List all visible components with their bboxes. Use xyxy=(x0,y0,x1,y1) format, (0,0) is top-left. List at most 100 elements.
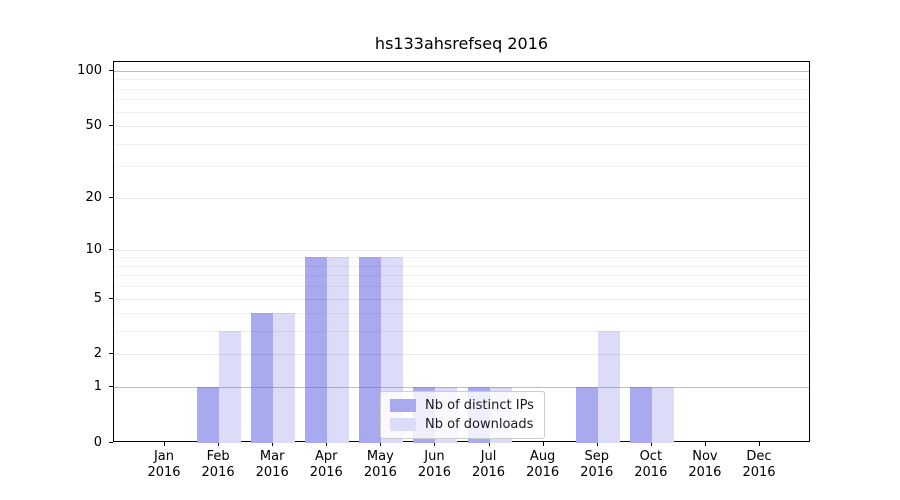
x-tick-label-line: 2016 xyxy=(417,465,451,480)
y-tick-label: 1 xyxy=(93,379,102,395)
x-axis-tick xyxy=(164,442,165,446)
gridline-y-1 xyxy=(114,387,809,389)
gridline-y-8 xyxy=(114,265,809,267)
x-tick-label: Jul 2016 xyxy=(459,449,519,481)
gridline-y-60 xyxy=(114,111,809,113)
x-tick-label: Sep 2016 xyxy=(567,449,627,481)
gridline-y-20 xyxy=(114,197,809,199)
y-axis-tick xyxy=(109,353,113,355)
gridline-y-9 xyxy=(114,257,809,259)
x-axis-tick xyxy=(759,442,760,446)
y-axis-tick xyxy=(109,442,113,443)
bar-distinct-ips xyxy=(359,257,382,443)
x-axis-tick xyxy=(218,442,220,446)
legend: Nb of distinct IPs Nb of downloads xyxy=(380,391,545,439)
gridline-y-80 xyxy=(114,88,809,90)
x-tick-label-line: May xyxy=(366,449,394,464)
bar-distinct-ips xyxy=(197,387,220,443)
bar-downloads xyxy=(597,331,620,443)
x-tick-label: Apr 2016 xyxy=(296,449,356,481)
x-tick-label-line: 2016 xyxy=(255,465,289,480)
x-tick-label: Jan 2016 xyxy=(134,449,194,481)
x-tick-label: May 2016 xyxy=(350,449,410,481)
legend-swatch-distinct-ips xyxy=(390,399,416,412)
y-tick-label: 2 xyxy=(93,346,102,362)
x-tick-label-line: 2016 xyxy=(526,465,560,480)
x-axis-tick xyxy=(272,442,274,446)
y-tick-label: 5 xyxy=(93,290,102,306)
x-tick-label: Oct 2016 xyxy=(621,449,681,481)
bar-downloads xyxy=(327,257,350,443)
x-tick-label-line: Aug xyxy=(529,449,556,464)
x-tick-label-line: Dec xyxy=(746,449,772,464)
x-tick-label: Feb 2016 xyxy=(188,449,248,481)
x-tick-label-line: Sep xyxy=(584,449,609,464)
x-tick-label-line: Jun xyxy=(424,449,445,464)
legend-row: Nb of distinct IPs xyxy=(390,398,534,413)
x-tick-label-line: Nov xyxy=(692,449,718,464)
gridline-y-30 xyxy=(114,166,809,168)
bar-downloads xyxy=(273,313,296,443)
x-tick-label-line: Jul xyxy=(480,449,497,464)
chart-title: hs133ahsrefseq 2016 xyxy=(374,34,549,53)
gridline-y-2 xyxy=(114,354,809,356)
gridline-y-100 xyxy=(114,71,809,73)
bar-distinct-ips xyxy=(575,387,598,443)
gridline-y-5 xyxy=(114,298,809,300)
legend-label: Nb of distinct IPs xyxy=(425,398,534,413)
gridline-y-10 xyxy=(114,249,809,251)
x-tick-label-line: 2016 xyxy=(688,465,722,480)
x-tick-label-line: 2016 xyxy=(471,465,506,480)
x-tick-label: Dec 2016 xyxy=(729,449,789,481)
x-axis-tick xyxy=(542,442,544,446)
gridline-y-90 xyxy=(114,79,809,81)
x-tick-label-line: 2016 xyxy=(634,465,668,480)
y-tick-label: 100 xyxy=(77,63,102,79)
x-tick-label-line: Feb xyxy=(206,449,230,464)
x-tick-label-line: 2016 xyxy=(363,465,397,480)
x-axis-tick xyxy=(488,442,490,446)
y-axis-tick xyxy=(109,70,113,72)
y-axis-tick xyxy=(109,125,113,127)
x-tick-label-line: 2016 xyxy=(309,465,343,480)
x-tick-label: Mar 2016 xyxy=(242,449,302,481)
y-tick-label: 20 xyxy=(85,189,102,205)
gridline-y-7 xyxy=(114,275,809,277)
x-tick-label: Aug 2016 xyxy=(513,449,573,481)
x-axis-tick xyxy=(434,442,436,446)
y-tick-label: 10 xyxy=(85,241,102,257)
gridline-y-6 xyxy=(114,286,809,288)
x-axis-tick xyxy=(650,442,652,446)
legend-swatch-downloads xyxy=(390,418,416,431)
bar-distinct-ips xyxy=(251,313,274,443)
x-tick-label-line: Oct xyxy=(639,449,663,464)
x-axis-tick xyxy=(326,442,328,446)
legend-row: Nb of downloads xyxy=(390,417,534,432)
x-axis-tick xyxy=(704,442,706,446)
y-axis-tick xyxy=(109,196,113,198)
gridline-y-40 xyxy=(114,143,809,145)
x-tick-label: Nov 2016 xyxy=(675,449,735,481)
x-axis-tick xyxy=(380,442,382,446)
y-axis-tick xyxy=(109,297,113,299)
x-tick-label-line: Apr xyxy=(315,449,338,464)
gridline-y-3 xyxy=(114,331,809,333)
x-tick-label-line: Mar xyxy=(259,449,285,464)
bar-downloads xyxy=(651,387,674,443)
y-axis-tick xyxy=(109,386,113,388)
bar-distinct-ips xyxy=(305,257,328,443)
x-tick-label-line: 2016 xyxy=(201,465,235,480)
y-axis-tick xyxy=(109,248,113,250)
y-tick-label: 0 xyxy=(93,435,102,450)
x-tick-label-line: 2016 xyxy=(147,465,181,480)
gridline-y-70 xyxy=(114,99,809,101)
gridline-y-4 xyxy=(114,313,809,315)
x-tick-label-line: 2016 xyxy=(580,465,614,480)
x-tick-label-line: Jan xyxy=(153,449,175,464)
y-tick-label: 50 xyxy=(85,118,102,134)
bar-downloads xyxy=(219,331,242,443)
legend-label: Nb of downloads xyxy=(425,417,534,432)
plot-area xyxy=(113,61,810,443)
x-tick-label: Jun 2016 xyxy=(404,449,464,481)
